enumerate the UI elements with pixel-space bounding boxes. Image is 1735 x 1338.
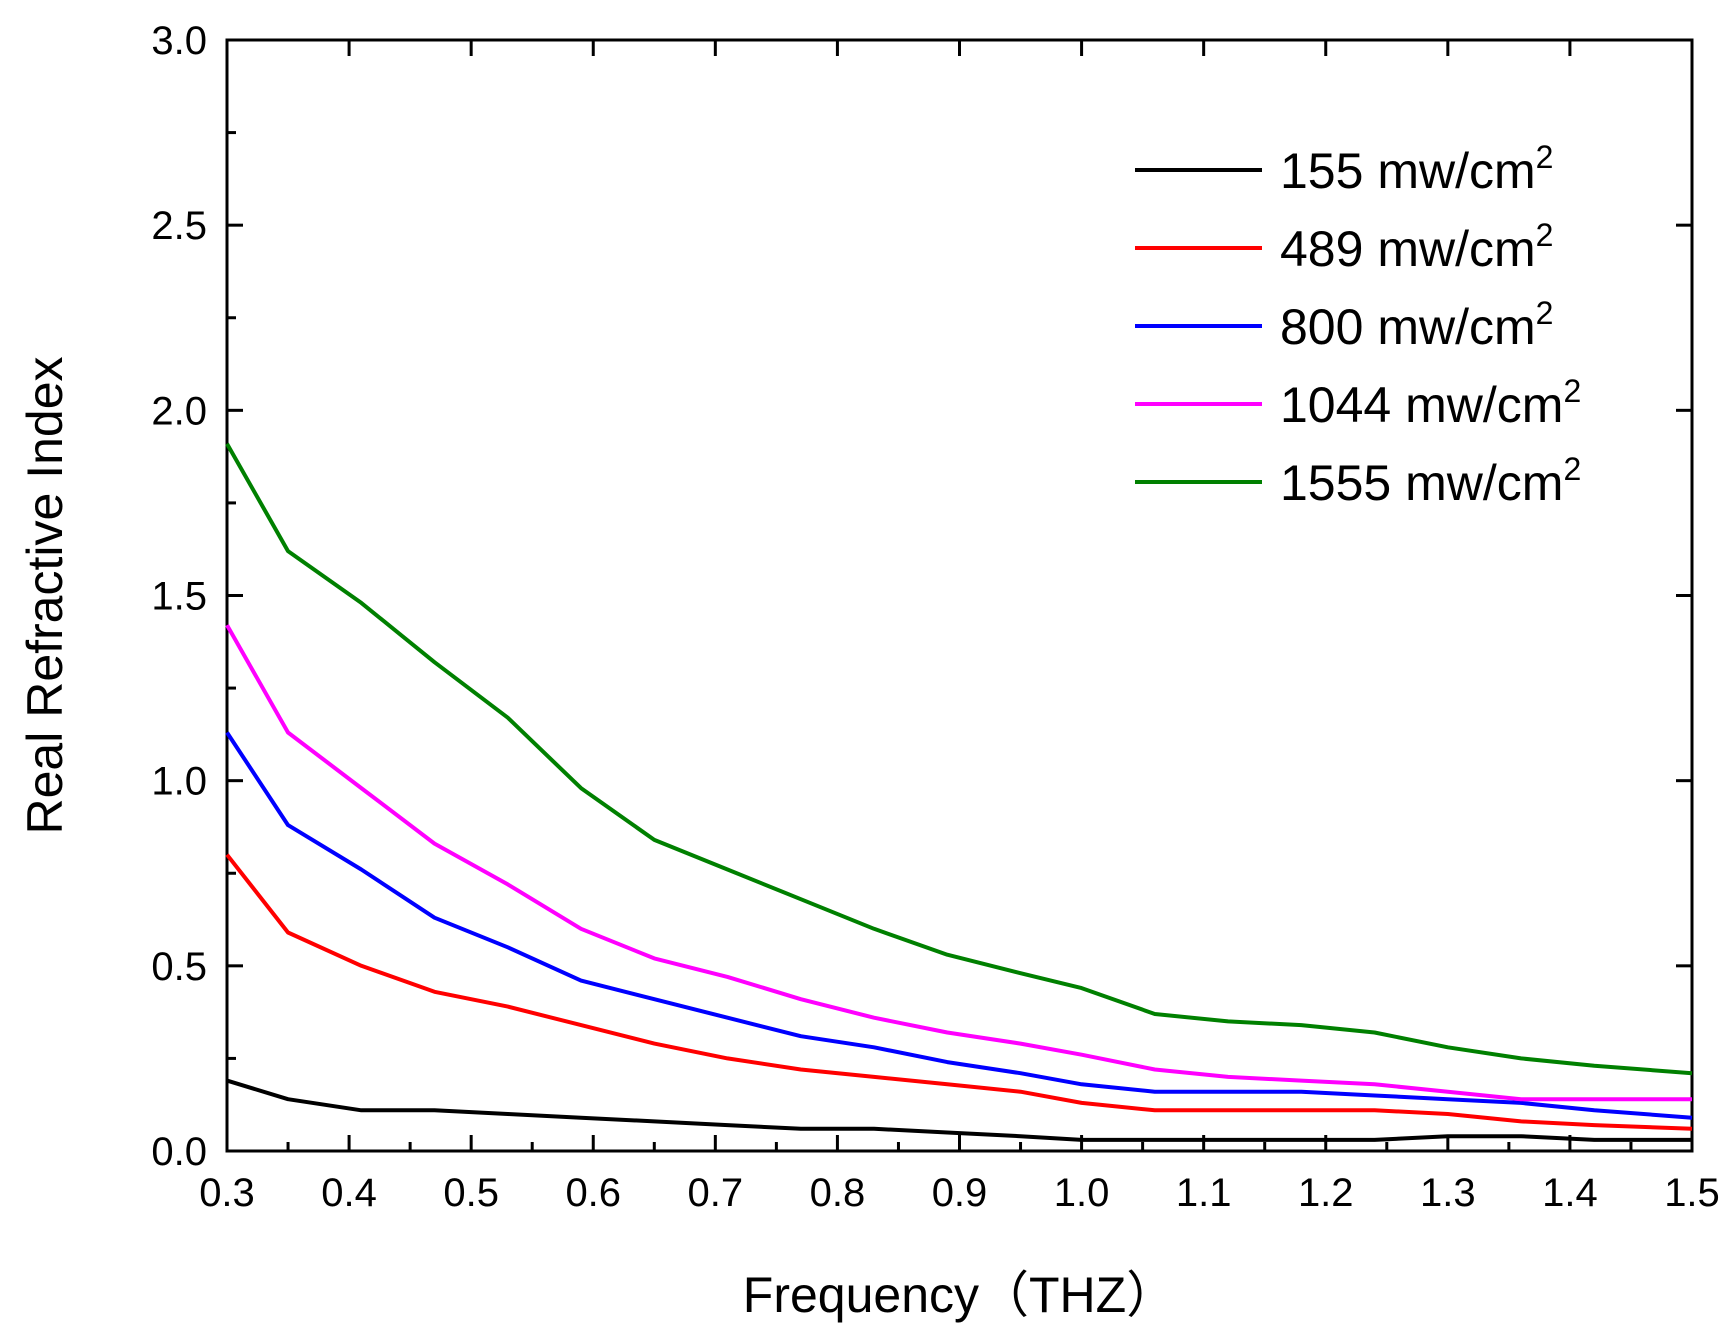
series-line-3 bbox=[225, 624, 1692, 1102]
x-tick-label: 1.4 bbox=[1542, 1171, 1598, 1215]
legend-label-text: 800 mw/cm bbox=[1280, 299, 1536, 355]
x-tick-label: 0.9 bbox=[932, 1171, 988, 1215]
legend-label-text: 489 mw/cm bbox=[1280, 221, 1536, 277]
legend-label-superscript: 2 bbox=[1563, 373, 1581, 409]
x-tick-label: 0.6 bbox=[565, 1171, 621, 1215]
legend-label-superscript: 2 bbox=[1563, 451, 1581, 487]
y-tick-label: 2.5 bbox=[151, 204, 207, 248]
legend-label-3: 1044 mw/cm2 bbox=[1280, 373, 1581, 433]
x-tick-label: 0.4 bbox=[321, 1171, 377, 1215]
x-tick-label: 0.7 bbox=[688, 1171, 744, 1215]
x-tick-label: 1.1 bbox=[1176, 1171, 1232, 1215]
x-tick-label: 0.5 bbox=[443, 1171, 499, 1215]
plot-area: 0.3 0.4 0.5 0.6 0.7 0.8 0.9 1.0 1.1 1.2 1.3 1.4 1.5 … bbox=[151, 19, 1719, 1215]
x-axis-title: Frequency（THZ） bbox=[743, 1267, 1176, 1323]
series-line-0 bbox=[226, 1078, 1692, 1142]
series-line-4 bbox=[225, 442, 1693, 1076]
legend-label-superscript: 2 bbox=[1536, 139, 1554, 175]
series-line-2 bbox=[225, 731, 1693, 1120]
legend-label-text: 155 mw/cm bbox=[1280, 143, 1536, 199]
y-axis: 0.0 0.5 1.0 1.5 2.0 2.5 3.0 bbox=[151, 19, 1692, 1174]
series-layer bbox=[225, 442, 1693, 1142]
legend-label-superscript: 2 bbox=[1536, 217, 1554, 253]
x-tick-label: 0.8 bbox=[810, 1171, 866, 1215]
legend-label-0: 155 mw/cm2 bbox=[1280, 139, 1553, 199]
plot-frame bbox=[225, 38, 1694, 1153]
legend-label-4: 1555 mw/cm2 bbox=[1280, 451, 1581, 511]
legend-label-2: 800 mw/cm2 bbox=[1280, 295, 1553, 355]
y-tick-label: 2.0 bbox=[151, 389, 207, 433]
y-tick-label: 1.5 bbox=[151, 575, 207, 619]
x-tick-label: 1.3 bbox=[1420, 1171, 1476, 1215]
legend-label-1: 489 mw/cm2 bbox=[1280, 217, 1553, 277]
series-line-1 bbox=[225, 853, 1693, 1131]
legend-label-text: 1044 mw/cm bbox=[1280, 377, 1563, 433]
legend-label-text: 1555 mw/cm bbox=[1280, 455, 1563, 511]
y-tick-label: 1.0 bbox=[151, 760, 207, 804]
y-tick-label: 0.0 bbox=[151, 1130, 207, 1174]
x-axis: 0.3 0.4 0.5 0.6 0.7 0.8 0.9 1.0 1.1 1.2 1.3 1.4 1.5 bbox=[199, 40, 1720, 1215]
y-tick-label: 0.5 bbox=[151, 945, 207, 989]
x-tick-label: 1.0 bbox=[1054, 1171, 1110, 1215]
y-axis-title: Real Refractive Index bbox=[17, 356, 73, 834]
y-tick-label: 3.0 bbox=[151, 19, 207, 63]
x-tick-label: 0.3 bbox=[199, 1171, 255, 1215]
x-tick-label: 1.2 bbox=[1298, 1171, 1354, 1215]
x-tick-label: 1.5 bbox=[1664, 1171, 1720, 1215]
legend-label-superscript: 2 bbox=[1536, 295, 1554, 331]
